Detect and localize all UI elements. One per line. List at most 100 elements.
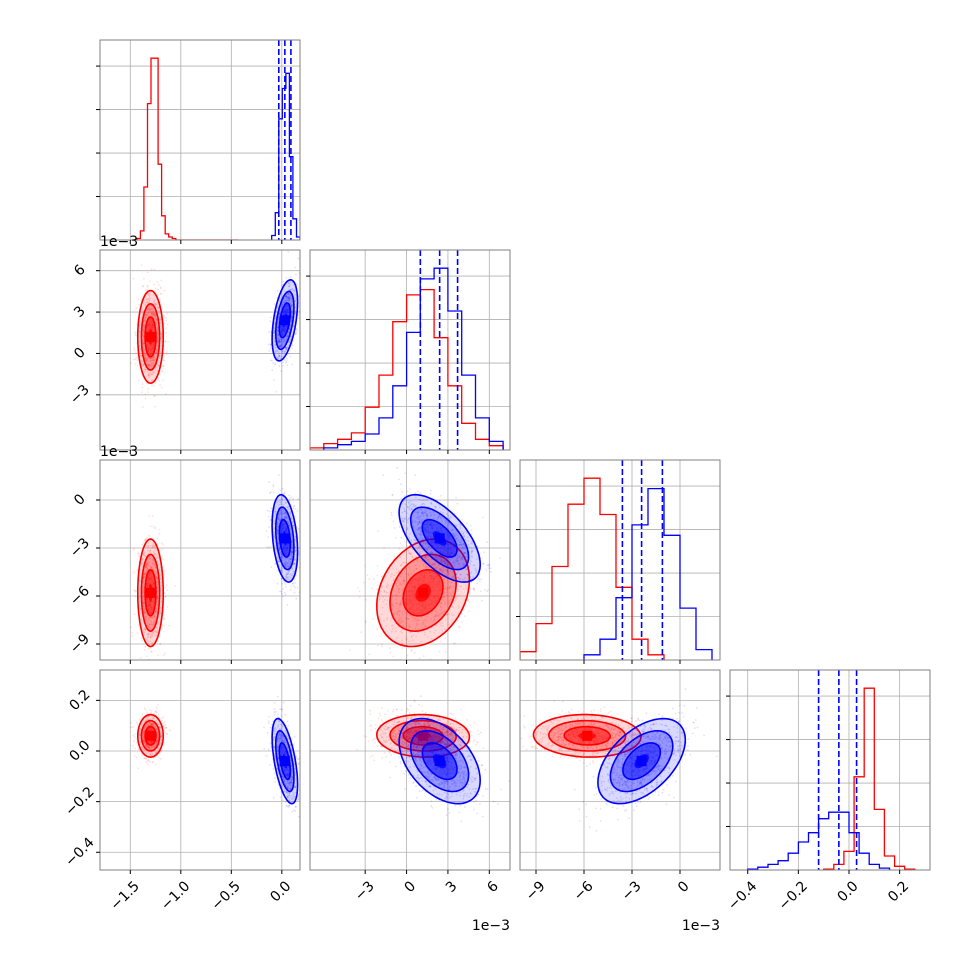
sample-point [400,642,403,645]
sample-point [157,284,160,286]
sample-point [422,655,425,657]
sample-point [287,297,290,300]
sample-point [396,603,398,605]
sample-point [272,338,275,341]
sample-point [291,299,293,301]
sample-point [403,579,405,581]
sample-point [138,348,141,350]
sample-point [446,586,449,589]
sample-point [290,304,293,306]
sample-point [405,561,407,564]
sample-point [401,584,403,586]
sample-point [401,572,404,575]
sample-point [283,302,286,304]
sample-point [416,623,419,626]
sample-point [166,606,169,608]
sample-point [396,613,399,616]
sample-point [273,535,275,538]
sample-point [153,570,156,573]
sample-point [152,315,154,318]
sample-point [398,614,401,617]
sample-point [438,580,441,583]
sample-point [408,575,410,577]
sample-point [285,348,288,350]
sample-point [147,364,150,367]
sample-point [143,602,145,605]
sample-point [424,625,427,628]
sample-point [285,574,288,576]
sample-point [397,612,399,615]
sample-point [277,539,279,541]
sample-point [285,576,288,578]
sample-point [401,639,403,642]
sample-point [144,304,147,306]
sample-point [153,395,156,398]
sample-point [156,599,159,602]
sample-point [381,585,384,588]
sample-point [142,589,145,591]
sample-point [141,558,144,560]
density-contour [278,302,292,339]
sample-point [415,622,418,625]
sample-point [401,588,403,591]
sample-point [162,365,165,368]
sample-point [147,636,149,639]
sample-point [280,503,283,505]
sample-point [277,518,280,521]
sample-point [147,376,150,379]
sample-point [289,297,292,300]
sample-point [152,313,155,316]
sample-point [156,537,159,540]
sample-point [285,347,287,350]
sample-point [434,567,437,569]
sample-point [294,562,296,565]
sample-point [440,603,442,605]
panel-background [310,460,510,660]
sample-point [451,605,454,607]
sample-point [292,324,295,327]
sample-point [146,563,149,566]
sample-point [280,590,283,593]
panel-background [310,670,510,870]
sample-point [156,604,159,607]
sample-point [448,587,451,590]
sample-point [417,619,420,621]
sample-point [153,545,156,547]
sample-point [290,547,293,549]
sample-point [150,362,153,365]
sample-point [382,600,384,603]
sample-point [400,630,402,633]
panel-background [520,670,720,870]
sample-point [156,369,159,372]
sample-point [281,517,284,519]
sample-point [375,588,378,591]
sample-point [149,626,152,629]
sample-point [133,331,136,334]
sample-point [153,632,155,635]
sample-point [414,617,416,620]
sample-point [152,568,154,571]
sample-point [426,555,429,558]
sample-point [435,610,438,613]
sample-point [289,511,292,514]
sample-point [144,397,147,400]
sample-point [151,373,154,376]
sample-point [152,359,154,362]
sample-point [289,560,291,563]
sample-point [160,279,163,282]
sample-point [291,543,294,546]
sample-point [293,563,296,565]
sample-point [166,312,169,315]
sample-point [381,613,383,616]
sample-point [147,633,150,636]
sample-point [401,631,403,634]
sample-point [415,567,418,570]
sample-point [278,340,281,343]
sample-point [277,540,280,543]
sample-point [146,634,148,636]
sample-point [274,541,276,543]
sample-point [156,332,159,335]
sample-point [449,598,452,601]
sample-point [165,351,168,354]
sample-point [143,371,146,373]
